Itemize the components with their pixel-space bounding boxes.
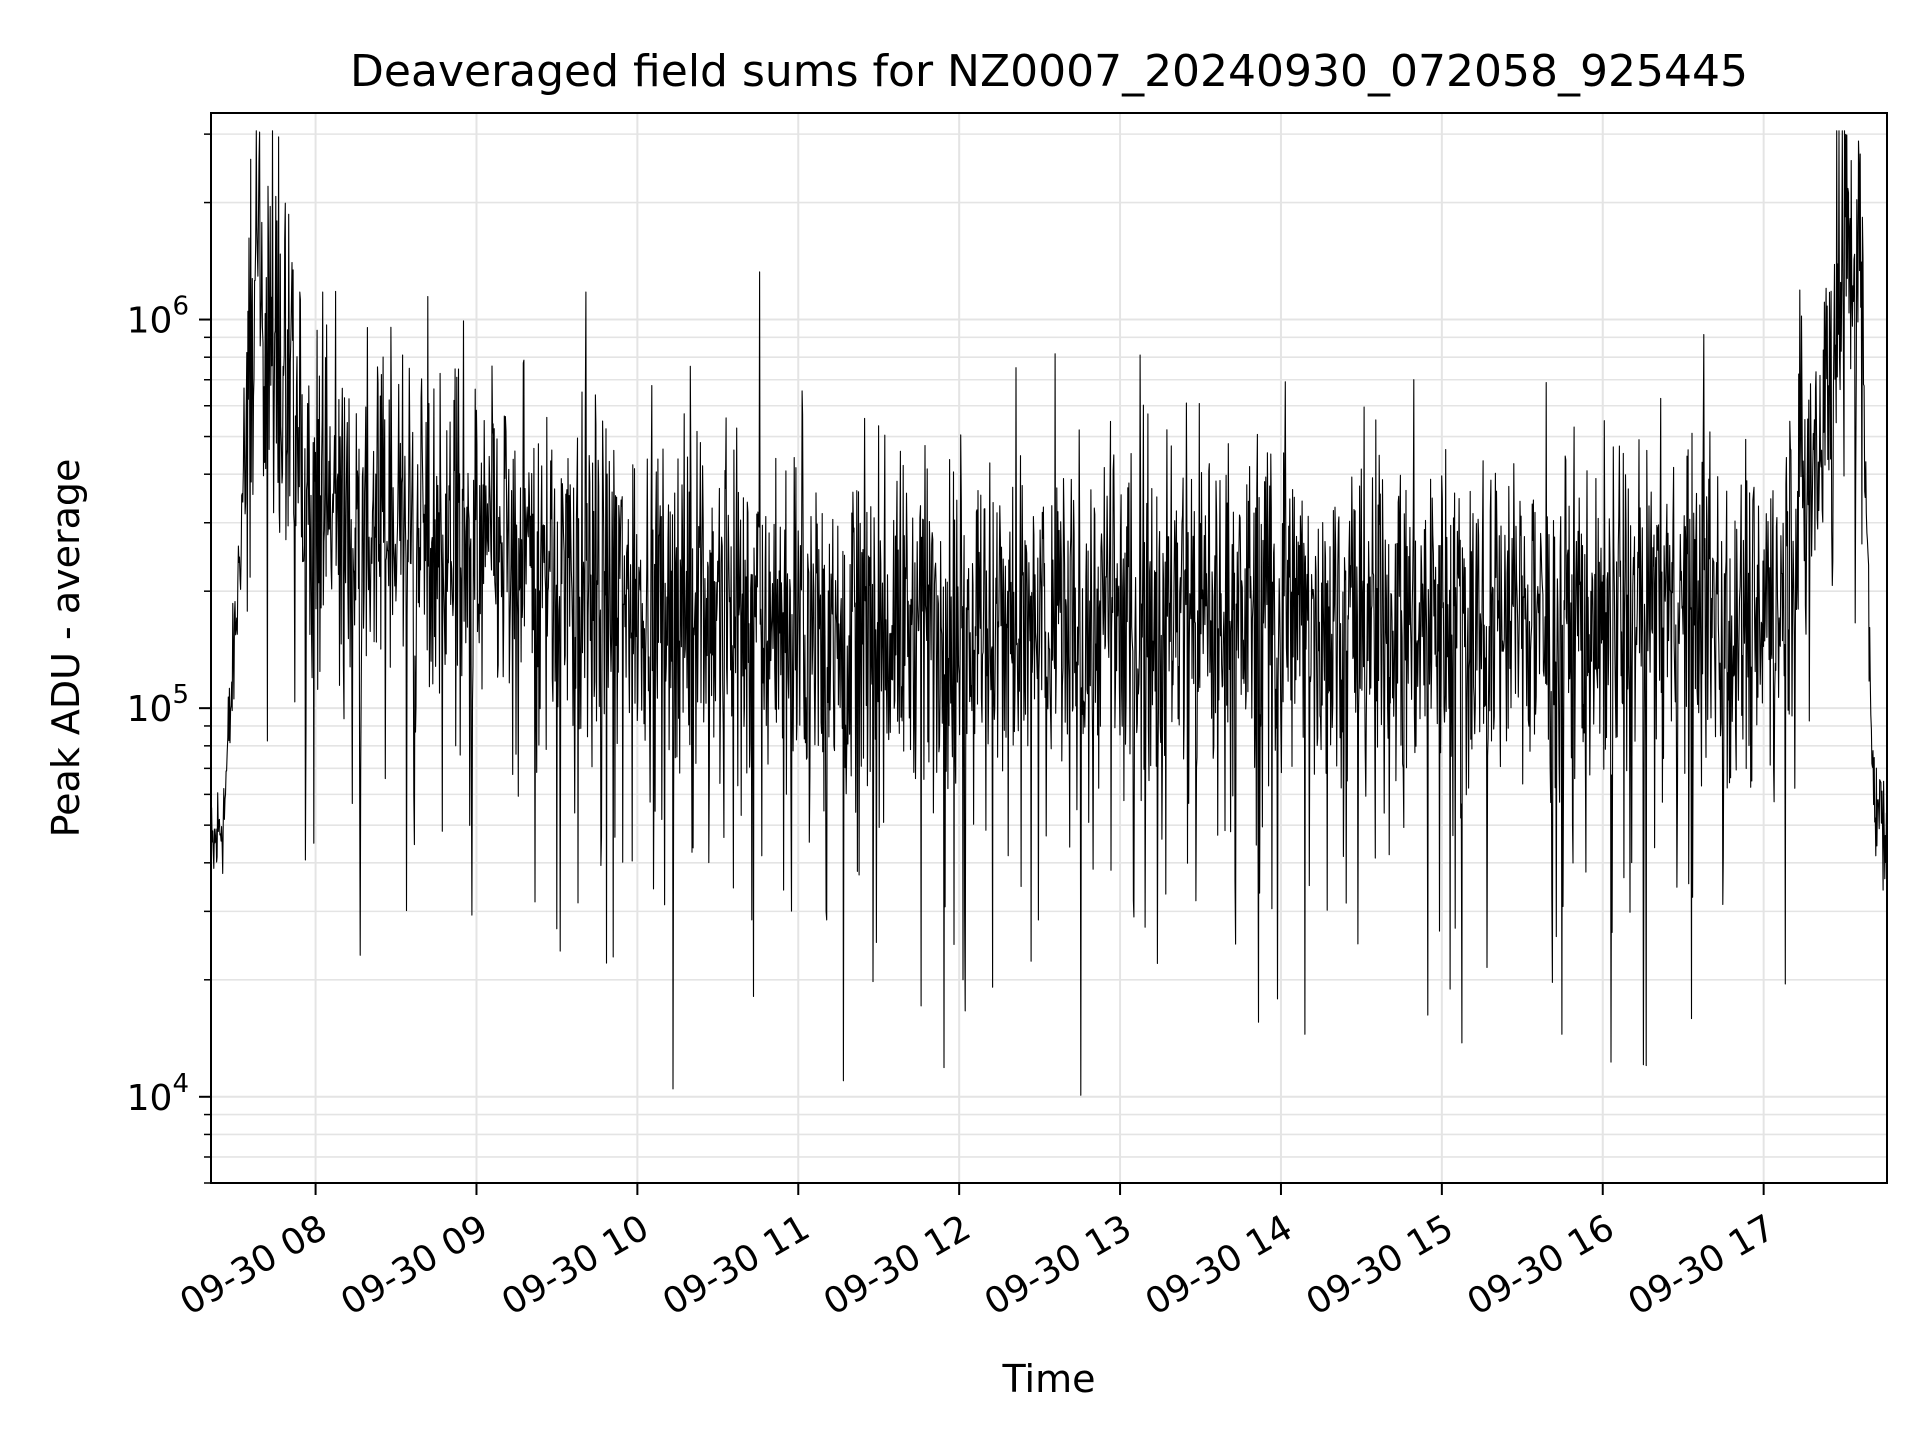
- grid: [211, 113, 1887, 1184]
- y-axis-ticks: 104 105 106: [127, 133, 211, 1184]
- y-tick-label: 104: [127, 1069, 189, 1119]
- series: [210, 130, 1888, 1096]
- x-axis-label: Time: [1002, 1357, 1096, 1401]
- chart-title: Deaveraged field sums for NZ0007_2024093…: [350, 46, 1748, 97]
- y-tick-label: 105: [127, 680, 189, 730]
- y-axis-label: Peak ADU - average: [44, 459, 88, 838]
- plot-frame: [210, 112, 1888, 1184]
- series-line: [210, 130, 1888, 1096]
- y-tick-label: 106: [127, 292, 189, 342]
